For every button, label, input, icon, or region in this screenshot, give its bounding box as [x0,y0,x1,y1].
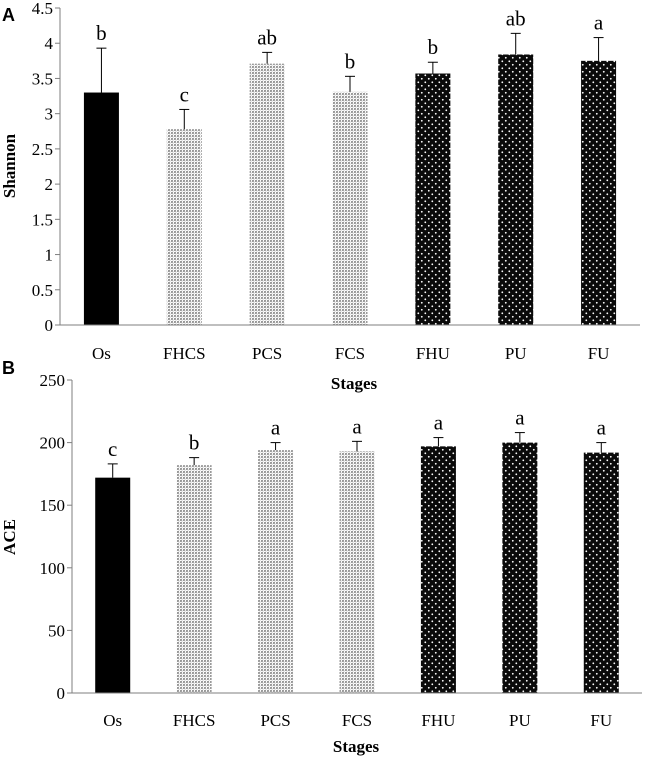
panel-a-sig-letter-fu: a [594,11,604,35]
panel-a-bar-os [83,92,119,326]
panel-a-label: A [2,5,15,25]
panel-b-label: B [2,358,15,378]
panel-b-sig-letter-fu: a [597,416,607,440]
panel-b: B ACE Stages 0 50 100 150 200 250 c Os b FHCS a PCS… [0,358,642,756]
panel-a-x-axis-title: Stages [331,374,378,393]
panel-a-y-tick-label: 0 [45,316,54,335]
panel-a-category-label-pcs: PCS [252,344,282,363]
panel-b-y-tick-label: 50 [48,621,65,640]
panel-b-y-tick-label: 150 [40,496,66,515]
panel-b-x-axis-title: Stages [333,737,380,756]
panel-b-bar-fhcs [176,465,212,693]
panel-a-category-label-fhu: FHU [416,344,450,363]
panel-a-sig-letter-pcs: ab [257,25,277,49]
panel-a-plot: 0 0.5 1 1.5 2 2.5 3 3.5 4 4.5 b Os c FHCS ab PCS b FCS b FH… [32,0,640,363]
panel-b-bar-fu [583,452,619,693]
panel-b-category-label-fcs: FCS [342,711,372,730]
panel-a-bar-fcs [332,91,368,325]
panel-b-sig-letter-os: c [108,437,117,461]
panel-b-category-label-fhu: FHU [421,711,455,730]
panel-a-category-label-fcs: FCS [335,344,365,363]
panel-b-bar-fhu [420,446,456,693]
panel-b-bar-fcs [339,451,375,693]
panel-b-bar-pcs [258,450,294,693]
panel-b-y-tick-label: 100 [40,559,66,578]
panel-a-y-tick-label: 4 [45,34,54,53]
panel-b-y-tick-label: 200 [40,434,66,453]
panel-b-y-tick-label: 250 [40,371,66,390]
panel-b-sig-letter-fhu: a [434,411,444,435]
panel-a-sig-letter-fcs: b [345,49,356,73]
panel-b-sig-letter-fhcs: b [189,431,200,455]
panel-b-bar-pu [502,442,538,693]
panel-a-bar-pu [498,54,534,325]
panel-a-bar-fu [581,60,617,325]
panel-a-y-tick-label: 2 [45,175,54,194]
panel-b-sig-letter-fcs: a [352,414,362,438]
panel-a-bar-fhcs [166,129,202,325]
panel-a-bar-fhu [415,73,451,325]
panel-b-sig-letter-pu: a [515,406,525,430]
panel-a-bar-pcs [249,63,285,325]
panel-a-sig-letter-os: b [96,21,107,45]
panel-b-category-label-os: Os [103,711,122,730]
panel-b-y-axis-title: ACE [0,519,19,555]
panel-b-category-label-fu: FU [590,711,612,730]
panel-a-category-label-fu: FU [588,344,610,363]
panel-b-bar-os [95,477,131,693]
panel-b-plot: 0 50 100 150 200 250 c Os b FHCS a PCS a FCS a FHU a PU a F… [40,371,642,730]
panel-b-category-label-fhcs: FHCS [173,711,216,730]
panel-a-category-label-fhcs: FHCS [163,344,206,363]
panel-a-y-axis-title: Shannon [0,133,19,198]
panel-b-sig-letter-pcs: a [271,416,281,440]
panel-a-y-tick-label: 0.5 [32,281,53,300]
panel-a-y-tick-label: 3 [45,105,54,124]
panel-a-y-tick-label: 1.5 [32,210,53,229]
panel-b-y-tick-label: 0 [57,684,66,703]
panel-a-category-label-os: Os [92,344,111,363]
panel-a-sig-letter-fhcs: c [180,82,189,106]
panel-a-sig-letter-fhu: b [428,35,439,59]
panel-a-y-tick-label: 4.5 [32,0,53,18]
panel-a-category-label-pu: PU [505,344,527,363]
panel-b-category-label-pu: PU [509,711,531,730]
panel-a: A Shannon Stages 0 0.5 1 1.5 2 2.5 3 3.5 4 4.5 b Os… [0,0,640,393]
panel-a-sig-letter-pu: ab [506,6,526,30]
panel-a-y-tick-label: 1 [45,246,54,265]
panel-b-category-label-pcs: PCS [260,711,290,730]
panel-a-y-tick-label: 3.5 [32,69,53,88]
panel-a-y-tick-label: 2.5 [32,140,53,159]
